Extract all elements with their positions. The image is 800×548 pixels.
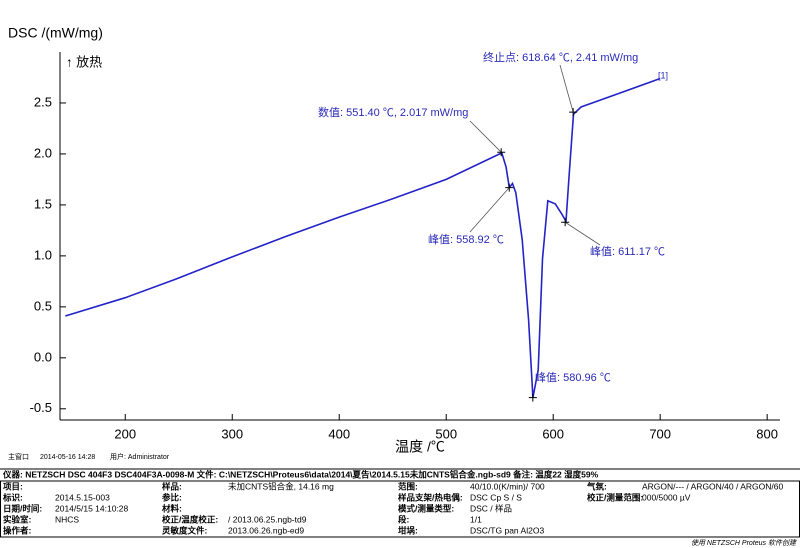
info-label: 校正/测量范围: bbox=[587, 492, 643, 502]
info-value: 40/10.0(K/min)/ 700 bbox=[470, 481, 545, 491]
info-value: NHCS bbox=[55, 514, 79, 524]
info-label: 气氛: bbox=[586, 481, 607, 491]
leader-line bbox=[469, 120, 502, 153]
annotation-label: 峰值: 558.92 ℃ bbox=[428, 233, 504, 246]
info-value: 000/5000 µV bbox=[642, 492, 691, 502]
y-tick-label: 1.5 bbox=[34, 196, 52, 211]
leader-line bbox=[564, 221, 601, 246]
y-axis-label: DSC /(mW/mg) bbox=[8, 25, 103, 41]
info-value: 2013.06.26.ngb-ed9 bbox=[228, 525, 304, 535]
dsc-curve bbox=[65, 77, 661, 398]
y-tick-label: 0.5 bbox=[34, 298, 52, 313]
x-tick-label: 600 bbox=[542, 426, 564, 441]
info-label: 标识: bbox=[2, 492, 23, 502]
info-label: 段: bbox=[398, 514, 410, 524]
info-label: 灵敏度文件: bbox=[162, 525, 208, 535]
annotation-label: 数值: 551.40 ℃, 2.017 mW/mg bbox=[318, 106, 468, 119]
info-label: 参比: bbox=[162, 492, 182, 502]
footer: 使用 NETZSCH Proteus 软件创建 bbox=[691, 539, 797, 547]
info-label: 实验室: bbox=[3, 514, 32, 524]
x-tick-label: 400 bbox=[328, 426, 350, 441]
info-value: ARGON/--- / ARGON/40 / ARGON/60 bbox=[642, 481, 783, 491]
info-value: / 2013.06.25.ngb-td9 bbox=[228, 514, 307, 524]
info-label: 日期/时间: bbox=[3, 503, 42, 513]
leader-line bbox=[559, 64, 574, 113]
info-value: 1/1 bbox=[470, 514, 482, 524]
info-value: 2014.5.15-003 bbox=[55, 492, 110, 502]
annotation-point bbox=[505, 183, 514, 192]
info-label: 样品: bbox=[162, 481, 182, 491]
x-tick-label: 700 bbox=[649, 426, 671, 441]
y-tick-label: 1.0 bbox=[34, 247, 52, 262]
info-label: 校正/温度校正: bbox=[162, 514, 218, 524]
x-axis-label: 温度 /℃ bbox=[395, 439, 445, 455]
info-value: 未加CNTS铝合金, 14.16 mg bbox=[228, 481, 334, 491]
annotation-point bbox=[497, 148, 506, 157]
annotation-point bbox=[528, 393, 537, 402]
y-tick-label: 2.0 bbox=[34, 145, 52, 160]
annotation-point bbox=[561, 218, 570, 227]
info-label: 范围: bbox=[398, 481, 418, 491]
info-label: 坩埚: bbox=[398, 525, 418, 535]
info-value: DSC/TG pan Al2O3 bbox=[470, 525, 544, 535]
info-value: DSC / 样品 bbox=[470, 503, 512, 513]
x-tick-label: 800 bbox=[756, 426, 778, 441]
x-tick-label: 200 bbox=[114, 426, 136, 441]
x-tick-label: 300 bbox=[221, 426, 243, 441]
status-user: 用户: Administrator bbox=[110, 452, 170, 461]
y-tick-label: 2.5 bbox=[34, 94, 52, 109]
annotation-label: 峰值: 611.17 ℃ bbox=[590, 245, 665, 258]
y-tick-label: 0.0 bbox=[34, 349, 52, 364]
info-label: 项目: bbox=[3, 481, 23, 491]
info-label: 样品支架/热电偶: bbox=[398, 492, 463, 502]
annotation-point bbox=[569, 108, 578, 117]
curve-tag: [1] bbox=[658, 70, 668, 80]
status-window: 主窗口 bbox=[8, 452, 29, 461]
info-value: 2014/5/15 14:10:28 bbox=[55, 503, 129, 513]
x-tick-label: 500 bbox=[435, 426, 457, 441]
annotation-label: 终止点: 618.64 ℃, 2.41 mW/mg bbox=[483, 50, 638, 64]
info-label: 操作者: bbox=[3, 525, 32, 535]
info-label: 材料: bbox=[161, 503, 182, 513]
status-time: 2014-05-16 14:28 bbox=[40, 454, 95, 461]
info-label: 模式/测量类型: bbox=[398, 503, 454, 513]
info-value: DSC Cp S / S bbox=[470, 492, 522, 502]
annotation-label: 峰值: 580.96 ℃ bbox=[535, 371, 611, 384]
info-header: 仪器: NETZSCH DSC 404F3 DSC404F3A-0098-M 文… bbox=[2, 469, 599, 479]
direction-label: ↑ 放热 bbox=[66, 54, 102, 69]
y-tick-label: -0.5 bbox=[30, 400, 52, 415]
leader-line bbox=[469, 187, 510, 233]
